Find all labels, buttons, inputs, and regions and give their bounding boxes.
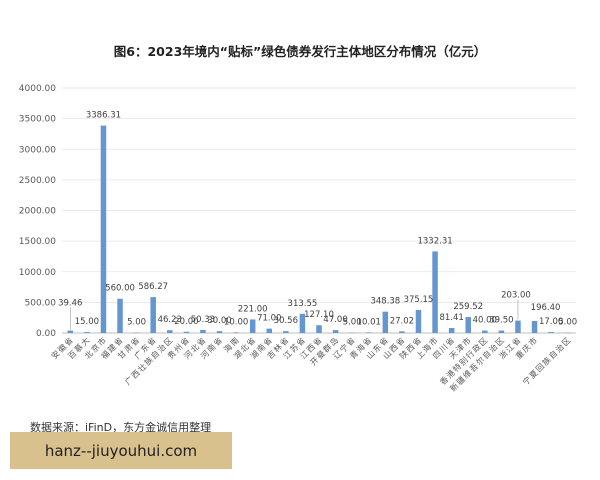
data-label: 5.00 bbox=[558, 318, 577, 328]
bar bbox=[415, 310, 422, 333]
bar bbox=[67, 330, 74, 333]
bar bbox=[216, 331, 223, 333]
bar bbox=[382, 311, 389, 333]
data-label: 586.27 bbox=[138, 282, 168, 292]
bar bbox=[100, 125, 107, 333]
y-axis-tick-labels: 0.00 500.00 1000.00 1500.00 2000.00 2500.00 30… bbox=[19, 84, 56, 339]
bar bbox=[117, 298, 123, 333]
bar bbox=[316, 325, 322, 333]
data-labels: 39.4615.003386.31560.005.00586.2746.2320… bbox=[58, 111, 577, 328]
data-label: 10.00 bbox=[224, 317, 248, 327]
bar bbox=[365, 332, 372, 333]
data-label: 15.00 bbox=[75, 317, 99, 327]
data-label: 375.15 bbox=[404, 295, 434, 305]
data-label: 259.52 bbox=[453, 302, 483, 312]
bar bbox=[531, 320, 538, 333]
watermark-box bbox=[10, 432, 232, 469]
y-tick-label: 500.00 bbox=[25, 298, 57, 308]
bar bbox=[84, 332, 90, 333]
bar bbox=[432, 251, 438, 333]
data-label: 221.00 bbox=[238, 304, 268, 314]
data-label: 127.10 bbox=[304, 310, 334, 320]
bar bbox=[167, 330, 173, 333]
data-label: 39.46 bbox=[58, 299, 82, 309]
data-label: 5.00 bbox=[343, 318, 362, 328]
bar bbox=[515, 320, 521, 333]
bar bbox=[498, 330, 505, 333]
data-label: 3386.31 bbox=[86, 111, 121, 121]
y-tick-label: 3000.00 bbox=[19, 145, 56, 155]
data-label: 20.00 bbox=[174, 317, 198, 327]
bars bbox=[67, 125, 571, 334]
y-tick-label: 3500.00 bbox=[19, 115, 56, 125]
data-label: 71.00 bbox=[257, 314, 281, 324]
bar bbox=[200, 329, 206, 333]
bar bbox=[465, 317, 471, 333]
data-label: 46.23 bbox=[158, 315, 182, 325]
data-label: 27.02 bbox=[390, 316, 414, 326]
y-tick-label: 1000.00 bbox=[19, 268, 56, 278]
bar bbox=[448, 328, 455, 333]
y-tick-label: 2500.00 bbox=[19, 176, 56, 186]
bar bbox=[266, 328, 273, 333]
bar bbox=[150, 297, 156, 333]
data-label: 39.50 bbox=[489, 316, 513, 326]
bar bbox=[233, 332, 239, 333]
source-note: 数据来源：iFinD，东方金诚信用整理 bbox=[30, 420, 211, 434]
data-label: 348.38 bbox=[370, 297, 400, 307]
y-tick-label: 1500.00 bbox=[19, 237, 56, 247]
data-label: 30.56 bbox=[274, 316, 298, 326]
data-label: 81.41 bbox=[439, 313, 463, 323]
data-label-leader-lines bbox=[69, 299, 519, 330]
data-label: 5.00 bbox=[127, 318, 146, 328]
data-label: 47.00 bbox=[323, 315, 347, 325]
bar bbox=[299, 313, 306, 333]
data-label: 196.40 bbox=[531, 303, 561, 313]
bar bbox=[332, 330, 339, 333]
y-tick-label: 0.00 bbox=[36, 329, 56, 339]
data-label: 40.00 bbox=[473, 316, 497, 326]
bar bbox=[482, 330, 488, 333]
bar bbox=[249, 319, 256, 333]
chart-title: 图6：2023年境内“贴标”绿色债券发行主体地区分布情况（亿元） bbox=[114, 44, 486, 59]
bar bbox=[548, 331, 554, 333]
data-label: 50.33 bbox=[191, 315, 215, 325]
data-label: 30.00 bbox=[207, 316, 231, 326]
y-tick-label: 2000.00 bbox=[19, 207, 56, 217]
x-axis-category-labels: 安徽省百慕大北京市福建省甘肃省广东省广西壮族自治区贵州省河北省河南省海南湖北省湖… bbox=[49, 334, 573, 393]
y-tick-label: 4000.00 bbox=[19, 84, 56, 94]
data-label: 1332.31 bbox=[417, 236, 452, 246]
data-label: 560.00 bbox=[105, 284, 135, 294]
bar bbox=[399, 331, 405, 333]
bar bbox=[183, 331, 190, 333]
data-label: 313.55 bbox=[288, 299, 318, 309]
data-label: 17.00 bbox=[539, 317, 563, 327]
data-label: 10.01 bbox=[357, 317, 381, 327]
watermark-text: hanz--jiuyouhui.com bbox=[45, 442, 197, 460]
bar bbox=[283, 331, 289, 333]
gridlines bbox=[62, 87, 576, 334]
data-label: 203.00 bbox=[501, 291, 531, 301]
